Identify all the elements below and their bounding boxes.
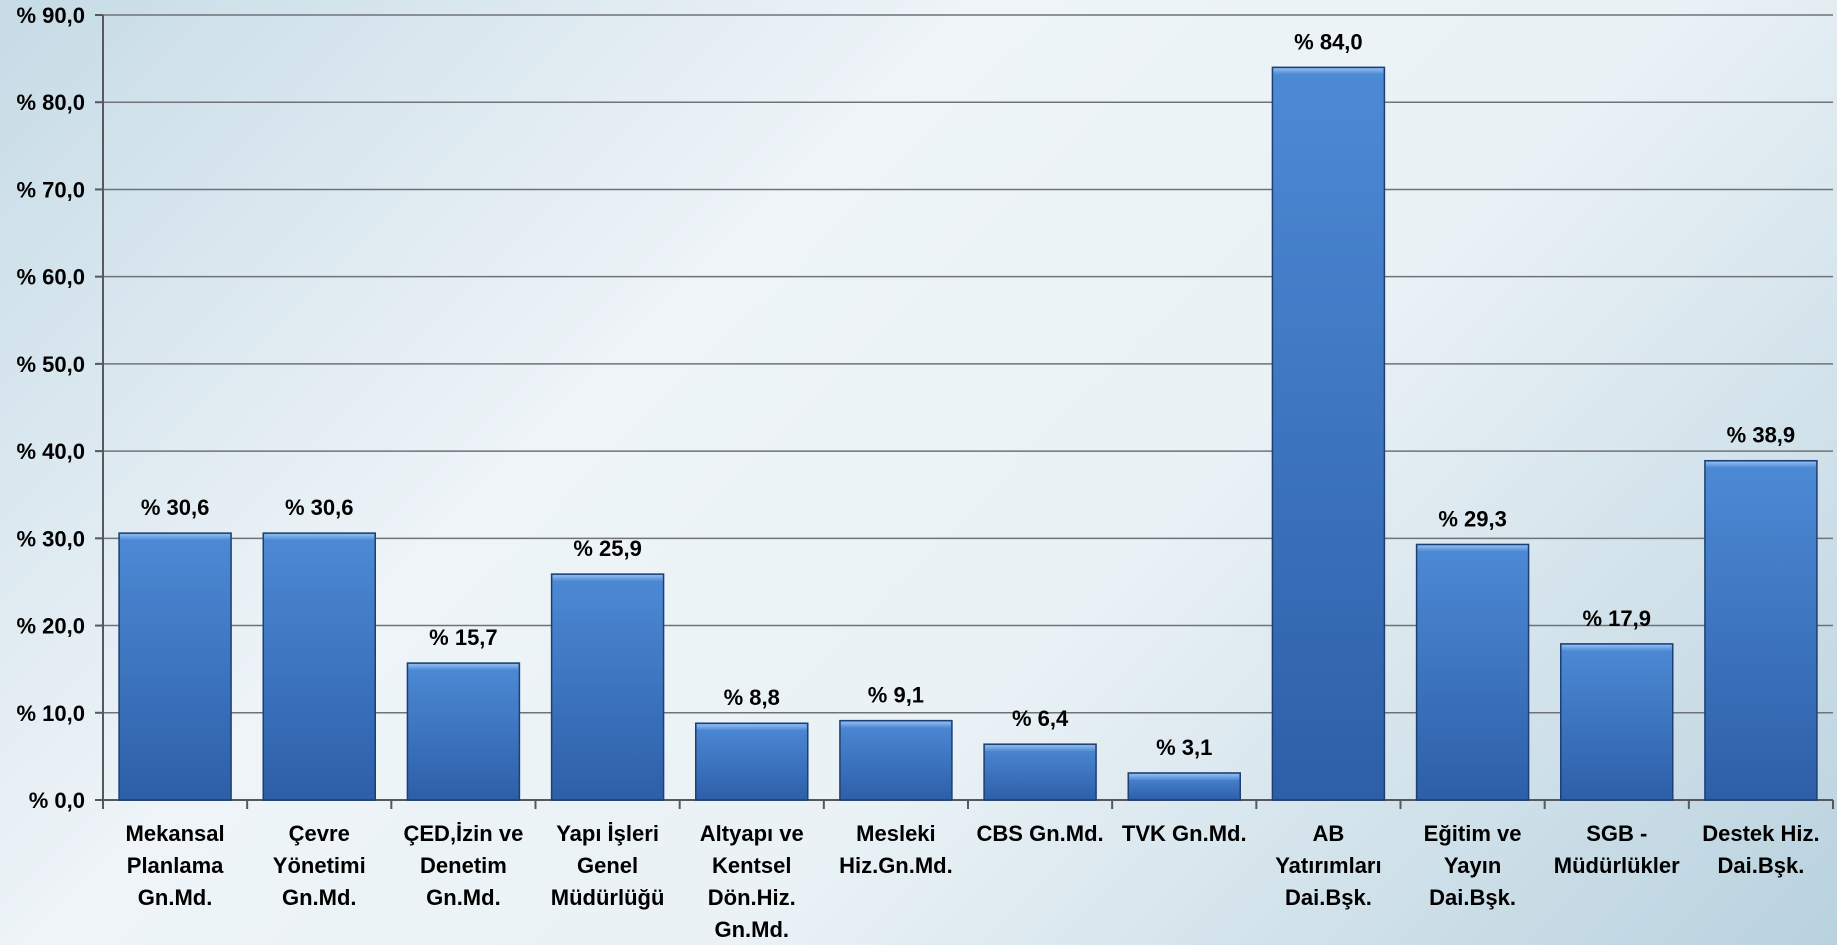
bar: [550, 573, 665, 801]
data-label: % 17,9: [1583, 606, 1652, 631]
data-label: % 3,1: [1156, 735, 1212, 760]
data-label: % 29,3: [1438, 506, 1507, 531]
bar-top-highlight: [1417, 545, 1528, 552]
bar-top-highlight: [1705, 461, 1816, 468]
bars: [118, 66, 1818, 801]
category-label: SGB -Müdürlükler: [1554, 821, 1680, 878]
y-tick-label: % 70,0: [17, 177, 86, 202]
x-axis: Mekansal Planlama Gn.Md. Çevre Yönetimi Gn.Md…: [126, 821, 1820, 942]
data-label: % 30,6: [141, 495, 210, 520]
y-tick-label: % 60,0: [17, 265, 86, 290]
y-tick-label: % 90,0: [17, 3, 86, 28]
category-label: Destek Hiz. Dai.Bşk.: [1702, 821, 1819, 878]
data-label: % 84,0: [1294, 29, 1363, 54]
bar-top-highlight: [264, 534, 375, 541]
data-label: % 25,9: [573, 536, 642, 561]
category-label: Yapı İşleri Genel Müdürlüğü: [551, 821, 665, 910]
category-label: AB Yatırımları Dai.Bşk.: [1275, 821, 1381, 910]
bar-top-highlight: [1273, 68, 1384, 75]
bar-top-highlight: [408, 664, 519, 671]
data-label: % 9,1: [868, 683, 924, 708]
bar: [695, 722, 809, 801]
bar-top-highlight: [985, 745, 1096, 752]
bar: [262, 532, 376, 801]
bar: [118, 532, 232, 801]
data-label: % 6,4: [1012, 706, 1069, 731]
y-tick-label: % 20,0: [17, 614, 86, 639]
category-label: Çevre Yönetimi Gn.Md.: [273, 821, 366, 910]
bar-top-highlight: [552, 575, 663, 582]
data-label: % 15,7: [429, 625, 498, 650]
category-label: Mesleki Hiz.Gn.Md.: [839, 821, 953, 878]
data-label: % 38,9: [1727, 423, 1796, 448]
data-label: % 30,6: [285, 495, 354, 520]
bar: [983, 743, 1097, 801]
bar: [1271, 66, 1386, 801]
bar-top-highlight: [840, 721, 951, 728]
data-labels: % 30,6 % 30,6 % 15,7 % 25,9 % 8,8 % 9,1 % 6,4%…: [141, 29, 1795, 760]
bar: [1704, 459, 1818, 801]
gridlines: [102, 14, 1834, 809]
bar: [1560, 643, 1674, 801]
category-label: ÇED,İzin ve Denetim Gn.Md.: [404, 821, 524, 910]
bar-top-highlight: [1129, 773, 1240, 780]
y-axis: % 0,0 % 10,0 % 20,0 % 30,0 % 40,0 % 50,0 % 60,…: [17, 3, 104, 813]
y-tick-label: % 50,0: [17, 352, 86, 377]
bar: [406, 662, 521, 801]
y-tick-label: % 0,0: [29, 788, 85, 813]
bar: [1415, 543, 1530, 801]
category-label: Altyapı ve Kentsel Dön.Hiz. Gn.Md.: [700, 821, 804, 942]
bar-top-highlight: [120, 534, 231, 541]
category-label: CBS Gn.Md.: [977, 821, 1104, 846]
bar-top-highlight: [696, 724, 807, 731]
y-tick-label: % 40,0: [17, 439, 86, 464]
bar-top-highlight: [1561, 644, 1672, 651]
category-label: Mekansal Planlama Gn.Md.: [126, 821, 225, 910]
category-label: TVK Gn.Md.: [1122, 821, 1247, 846]
y-tick-label: % 80,0: [17, 90, 86, 115]
bar: [839, 719, 953, 801]
data-label: % 8,8: [724, 685, 780, 710]
category-label: Eğitim ve Yayın Dai.Bşk.: [1424, 821, 1522, 910]
y-tick-label: % 10,0: [17, 701, 86, 726]
y-tick-label: % 30,0: [17, 526, 86, 551]
